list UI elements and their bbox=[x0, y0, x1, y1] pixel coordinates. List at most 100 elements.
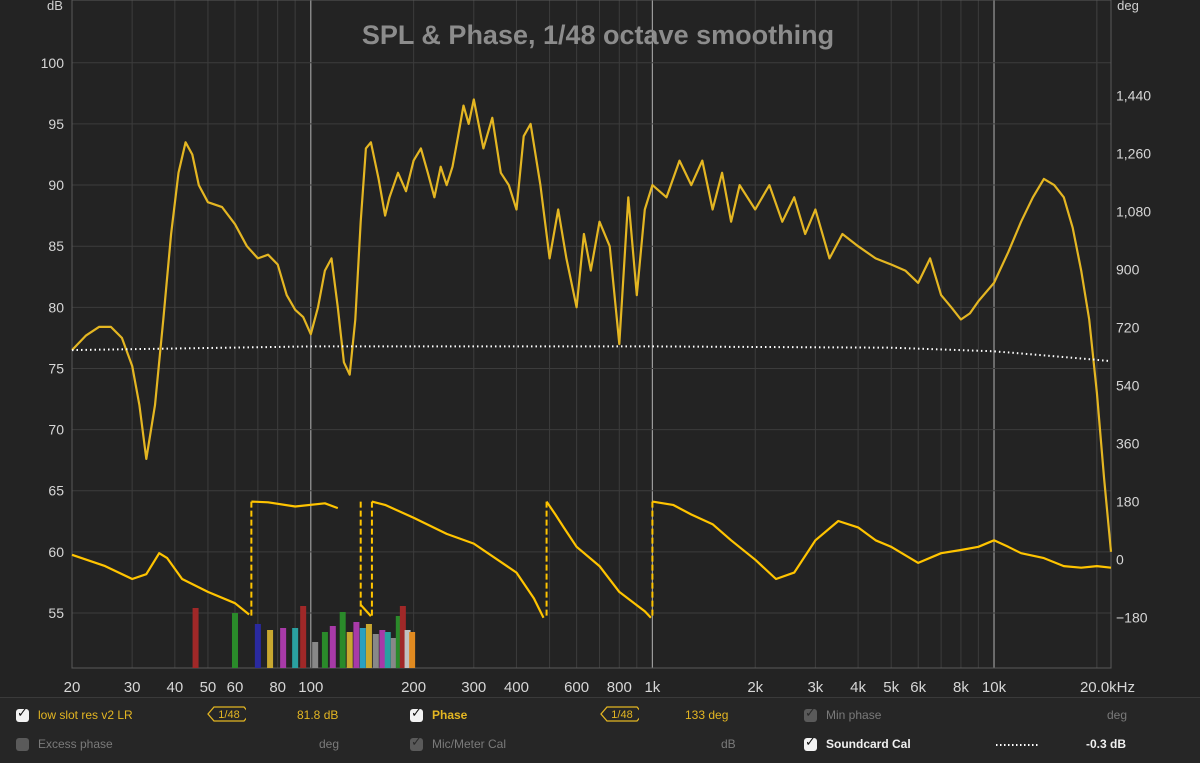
legend-value-phase: 133 deg bbox=[685, 708, 729, 722]
series-checkbox-min-phase[interactable] bbox=[804, 706, 817, 722]
x-tick-label: 40 bbox=[166, 679, 183, 696]
x-tick-label: 20 bbox=[64, 679, 81, 696]
right-tick-label: 360 bbox=[1116, 436, 1140, 452]
series-checkbox-soundcard-cal[interactable] bbox=[804, 735, 817, 751]
x-tick-label: 10k bbox=[982, 679, 1007, 696]
legend-value-soundcard-cal: -0.3 dB bbox=[1086, 737, 1127, 751]
chart-title: SPL & Phase, 1/48 octave smoothing bbox=[362, 20, 834, 50]
legend-label-spl: low slot res v2 LR bbox=[38, 708, 133, 722]
x-tick-label: 8k bbox=[953, 679, 969, 696]
marker-bar bbox=[395, 616, 402, 668]
marker-bar bbox=[321, 632, 328, 668]
x-tick-label: 5k bbox=[883, 679, 899, 696]
series-layer bbox=[71, 98, 1113, 619]
legend-label-excess-phase: Excess phase bbox=[38, 737, 113, 751]
x-tick-label: 30 bbox=[124, 679, 141, 696]
chart-background bbox=[0, 0, 1200, 697]
legend-label-min-phase: Min phase bbox=[826, 708, 882, 722]
axis-labels: 55 60 65 70 75 80 85 90 95 100 −180 0 180 360 540 720 90… bbox=[41, 55, 1152, 696]
marker-bar bbox=[339, 612, 346, 668]
left-tick-label: 55 bbox=[48, 605, 64, 621]
left-axis-unit: dB bbox=[47, 0, 63, 13]
legend-unit-mic-cal: dB bbox=[721, 737, 736, 751]
left-tick-label: 90 bbox=[48, 177, 64, 193]
spectrum-markers bbox=[192, 606, 416, 668]
left-tick-label: 75 bbox=[48, 360, 64, 376]
x-tick-label: 80 bbox=[269, 679, 286, 696]
marker-bar bbox=[372, 634, 379, 668]
marker-bar bbox=[379, 630, 386, 668]
marker-bar bbox=[353, 622, 360, 668]
right-tick-label: 1,080 bbox=[1116, 203, 1151, 219]
legend-panel: low slot res v2 LR 1/48 81.8 dB Phase 1/… bbox=[0, 697, 1200, 763]
x-tick-label: 800 bbox=[607, 679, 632, 696]
x-tick-label: 50 bbox=[200, 679, 217, 696]
marker-bar bbox=[300, 606, 307, 668]
marker-bar bbox=[404, 630, 411, 668]
marker-bar bbox=[346, 632, 353, 668]
marker-bar bbox=[384, 632, 391, 668]
right-tick-label: 0 bbox=[1116, 552, 1124, 568]
series-checkbox-mic-cal[interactable] bbox=[410, 735, 423, 751]
plot-frame bbox=[71, 0, 1112, 669]
marker-bar bbox=[267, 630, 274, 668]
marker-bar bbox=[231, 613, 238, 668]
right-tick-label: 900 bbox=[1116, 262, 1140, 278]
x-tick-label: 600 bbox=[564, 679, 589, 696]
series-checkbox-excess-phase[interactable] bbox=[16, 738, 29, 751]
x-tick-label: 300 bbox=[461, 679, 486, 696]
left-tick-label: 95 bbox=[48, 116, 64, 132]
soundcard-cal-line-sample bbox=[996, 744, 1040, 746]
series-line-phase bbox=[71, 500, 1112, 619]
left-tick-label: 65 bbox=[48, 483, 64, 499]
right-tick-label: 720 bbox=[1116, 320, 1140, 336]
smoothing-badge-phase[interactable]: 1/48 bbox=[599, 704, 639, 724]
x-tick-label: 6k bbox=[910, 679, 926, 696]
x-tick-label: 3k bbox=[807, 679, 823, 696]
x-tick-label: 4k bbox=[850, 679, 866, 696]
series-checkbox-spl[interactable] bbox=[16, 706, 29, 722]
left-tick-label: 85 bbox=[48, 238, 64, 254]
x-tick-label: 2k bbox=[747, 679, 763, 696]
x-tick-label: 400 bbox=[504, 679, 529, 696]
right-tick-label: 1,260 bbox=[1116, 145, 1151, 161]
right-tick-label: 180 bbox=[1116, 494, 1140, 510]
marker-bar bbox=[399, 606, 406, 668]
spl-phase-chart[interactable]: 55 60 65 70 75 80 85 90 95 100 −180 0 180 360 540 720 90… bbox=[0, 0, 1200, 697]
smoothing-badge-spl[interactable]: 1/48 bbox=[206, 704, 246, 724]
marker-bar bbox=[390, 638, 397, 668]
marker-bar bbox=[365, 624, 372, 668]
left-tick-label: 100 bbox=[41, 55, 65, 71]
x-tick-label: 20.0kHz bbox=[1080, 679, 1135, 696]
marker-bar bbox=[409, 632, 416, 668]
x-tick-label: 100 bbox=[298, 679, 323, 696]
right-tick-label: 540 bbox=[1116, 378, 1140, 394]
right-tick-label: 1,440 bbox=[1116, 87, 1151, 103]
legend-label-soundcard-cal: Soundcard Cal bbox=[826, 737, 911, 751]
marker-bar bbox=[292, 628, 299, 668]
legend-label-phase: Phase bbox=[432, 708, 468, 722]
marker-bar bbox=[329, 626, 336, 668]
marker-bar bbox=[280, 628, 287, 668]
marker-bar bbox=[192, 608, 199, 668]
marker-bar bbox=[359, 628, 366, 668]
marker-bar bbox=[312, 642, 319, 668]
smoothing-value-spl: 1/48 bbox=[218, 709, 239, 721]
x-tick-label: 200 bbox=[401, 679, 426, 696]
series-line-soundcard-cal bbox=[71, 345, 1112, 363]
right-tick-label: −180 bbox=[1116, 610, 1148, 626]
marker-bar bbox=[254, 624, 261, 668]
left-tick-label: 80 bbox=[48, 299, 64, 315]
series-line-low-slot-res-v2-lr bbox=[71, 98, 1113, 552]
legend-unit-min-phase: deg bbox=[1107, 708, 1128, 722]
x-tick-label: 60 bbox=[227, 679, 244, 696]
legend-unit-excess-phase: deg bbox=[319, 737, 340, 751]
smoothing-value-phase: 1/48 bbox=[611, 709, 632, 721]
legend-label-mic-cal: Mic/Meter Cal bbox=[432, 737, 507, 751]
left-tick-label: 70 bbox=[48, 422, 64, 438]
x-tick-label: 1k bbox=[644, 679, 660, 696]
right-axis-unit: deg bbox=[1117, 0, 1139, 13]
grid-lines bbox=[71, 0, 1112, 669]
left-tick-label: 60 bbox=[48, 544, 64, 560]
series-checkbox-phase[interactable] bbox=[410, 706, 423, 722]
